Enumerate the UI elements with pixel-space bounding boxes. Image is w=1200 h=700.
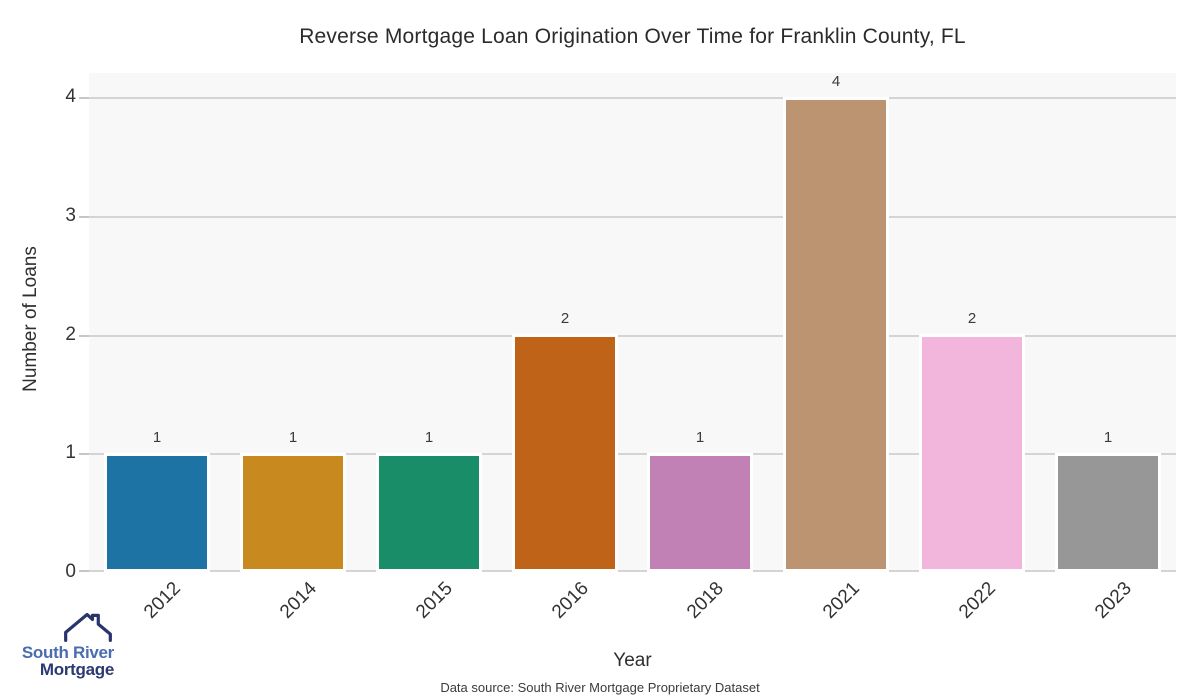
bar-2022 <box>919 334 1025 572</box>
x-tick-label-2018: 2018 <box>683 578 728 623</box>
y-tick-label-1: 1 <box>65 442 76 464</box>
bar-2012 <box>104 453 210 572</box>
logo-text-line1: South River <box>21 643 114 662</box>
bar-2015 <box>376 453 482 572</box>
x-tick-label-2022: 2022 <box>955 578 1000 623</box>
bar-value-2012: 1 <box>152 429 162 446</box>
data-source-caption: Data source: South River Mortgage Propri… <box>440 680 760 695</box>
house-roof-icon <box>64 612 112 642</box>
bar-2016 <box>512 334 618 572</box>
gridline-y-2 <box>89 334 1176 337</box>
bar-2021 <box>783 97 889 572</box>
bar-value-2015: 1 <box>424 429 434 446</box>
bar-value-2023: 1 <box>1103 429 1113 446</box>
bar-2014 <box>240 453 346 572</box>
bar-2018 <box>647 453 753 572</box>
x-tick-label-2015: 2015 <box>412 578 457 623</box>
y-tick-label-4: 4 <box>65 86 76 107</box>
bar-value-2018: 1 <box>695 429 705 446</box>
y-tick-3 <box>79 215 89 218</box>
bar-value-2022: 2 <box>967 310 977 327</box>
x-tick-label-2014: 2014 <box>276 578 321 623</box>
y-axis-title: Number of Loans <box>20 246 41 392</box>
y-tick-2 <box>79 334 89 337</box>
y-tick-label-0: 0 <box>65 561 76 582</box>
company-logo: South River Mortgage <box>12 610 114 678</box>
bar-value-2016: 2 <box>560 310 570 327</box>
x-tick-label-2016: 2016 <box>548 578 593 623</box>
gridline-y-4 <box>89 97 1176 99</box>
logo-text-line2: Mortgage <box>39 660 114 679</box>
x-tick-label-2012: 2012 <box>140 578 185 623</box>
gridline-y-3 <box>89 215 1176 218</box>
chart-title: Reverse Mortgage Loan Origination Over T… <box>299 25 966 48</box>
y-tick-1 <box>79 453 89 456</box>
y-tick-label-3: 3 <box>65 204 76 226</box>
y-tick-4 <box>79 97 89 99</box>
y-tick-0 <box>79 570 89 572</box>
gridline-y-1 <box>89 453 1176 456</box>
bar-value-2021: 4 <box>831 73 841 90</box>
x-axis-title: Year <box>613 650 652 671</box>
bar-2023 <box>1055 453 1161 572</box>
bar-value-2014: 1 <box>288 429 298 446</box>
plot-area: 1 1 1 2 1 4 2 1 <box>89 73 1176 572</box>
y-tick-label-2: 2 <box>65 323 76 345</box>
gridline-y-0 <box>89 570 1176 572</box>
x-tick-label-2021: 2021 <box>819 578 864 623</box>
x-tick-label-2023: 2023 <box>1091 578 1136 623</box>
